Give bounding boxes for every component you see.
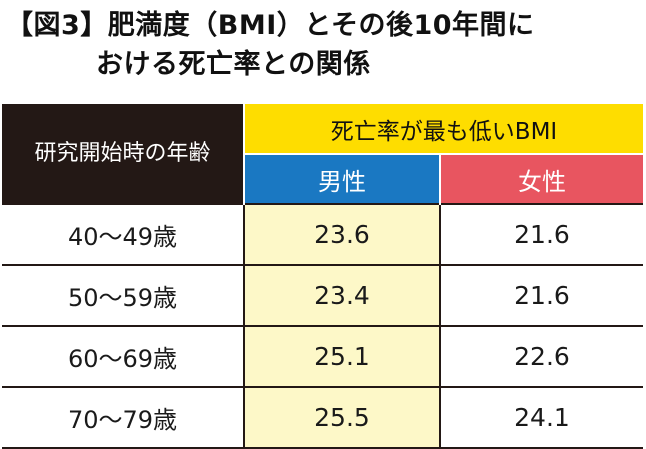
title-line-2: おける死亡率との関係 <box>96 49 371 80</box>
table-row: 60〜69歳 25.1 22.6 <box>2 325 643 387</box>
title-line-1: 【図3】肥満度（BMI）とその後10年間に <box>6 10 535 41</box>
female-bmi-cell: 24.1 <box>440 386 643 449</box>
female-bmi-cell: 22.6 <box>440 325 643 387</box>
table-row: 70〜79歳 25.5 24.1 <box>2 386 643 449</box>
bmi-table: 研究開始時の年齢 死亡率が最も低いBMI 男性 女性 40〜49歳 23.6 2… <box>2 104 643 449</box>
female-bmi-cell: 21.6 <box>440 203 643 265</box>
female-bmi-cell: 21.6 <box>440 264 643 326</box>
female-column-header: 女性 <box>440 154 643 204</box>
table-row: 40〜49歳 23.6 21.6 <box>2 203 643 265</box>
age-cell: 70〜79歳 <box>2 386 245 449</box>
male-bmi-cell: 25.1 <box>244 325 441 387</box>
age-cell: 60〜69歳 <box>2 325 245 387</box>
lowest-mortality-bmi-header: 死亡率が最も低いBMI <box>244 104 643 155</box>
table-row: 50〜59歳 23.4 21.6 <box>2 264 643 326</box>
age-cell: 40〜49歳 <box>2 203 245 265</box>
male-bmi-cell: 25.5 <box>244 386 441 449</box>
male-column-header: 男性 <box>244 154 441 204</box>
age-cell: 50〜59歳 <box>2 264 245 326</box>
male-bmi-cell: 23.4 <box>244 264 441 326</box>
figure-title: 【図3】肥満度（BMI）とその後10年間に おける死亡率との関係 <box>6 6 642 84</box>
male-bmi-cell: 23.6 <box>244 203 441 265</box>
age-column-header: 研究開始時の年齢 <box>2 104 245 204</box>
age-column-header-label: 研究開始時の年齢 <box>34 140 211 166</box>
